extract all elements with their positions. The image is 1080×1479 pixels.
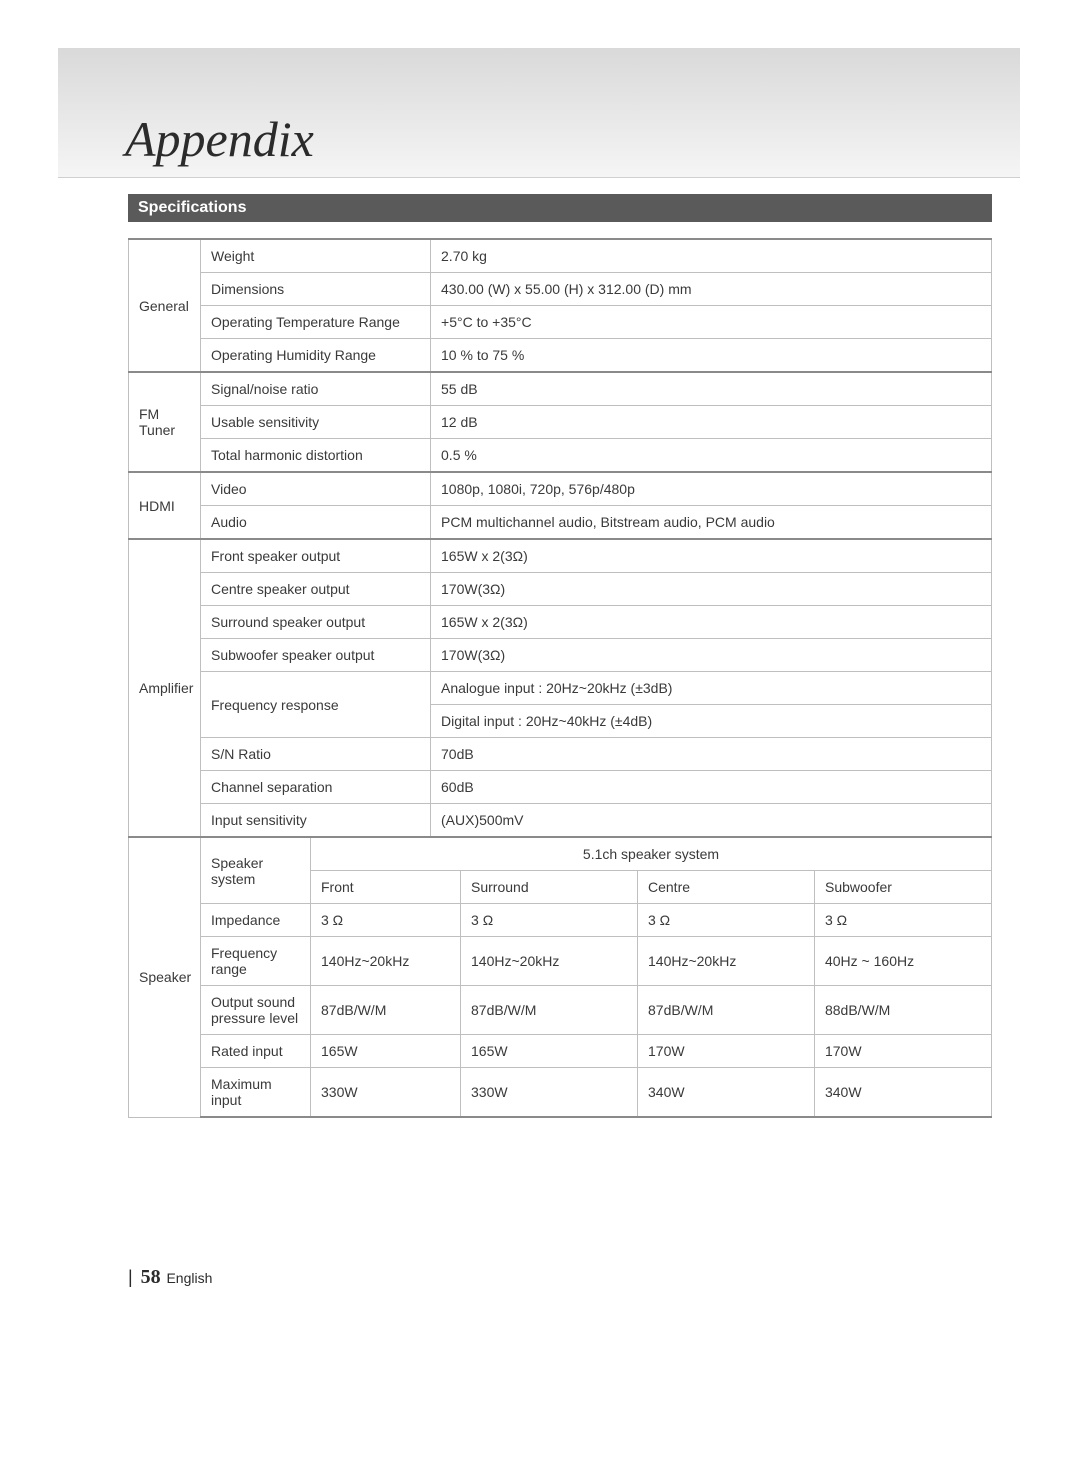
spec-table: General Weight 2.70 kg Dimensions 430.00…: [128, 238, 992, 1118]
spec-label: Rated input: [201, 1035, 311, 1068]
spec-value: 165W: [311, 1035, 461, 1068]
spec-label: Video: [201, 472, 431, 506]
spec-value: 330W: [311, 1068, 461, 1118]
spec-value: 3 Ω: [638, 904, 815, 937]
page-language: English: [166, 1270, 212, 1286]
column-header: Centre: [638, 871, 815, 904]
spec-value: Digital input : 20Hz~40kHz (±4dB): [431, 705, 992, 738]
spec-label: Surround speaker output: [201, 606, 431, 639]
spec-value: 2.70 kg: [431, 239, 992, 273]
spec-value: 170W: [814, 1035, 991, 1068]
spec-value: 340W: [638, 1068, 815, 1118]
spec-value: 0.5 %: [431, 439, 992, 473]
spec-value: 170W(3Ω): [431, 639, 992, 672]
spec-value: (AUX)500mV: [431, 804, 992, 838]
category-cell: Amplifier: [129, 539, 201, 837]
spec-value: 70dB: [431, 738, 992, 771]
spec-label: Dimensions: [201, 273, 431, 306]
page-number: 58: [141, 1266, 161, 1288]
column-header: Surround: [461, 871, 638, 904]
spec-label: Channel separation: [201, 771, 431, 804]
spec-value: 40Hz ~ 160Hz: [814, 937, 991, 986]
category-cell: General: [129, 239, 201, 372]
spec-value: PCM multichannel audio, Bitstream audio,…: [431, 506, 992, 540]
spec-label: Frequency response: [201, 672, 431, 738]
spec-label: Operating Humidity Range: [201, 339, 431, 373]
spec-value: 10 % to 75 %: [431, 339, 992, 373]
spec-value: 87dB/W/M: [638, 986, 815, 1035]
spec-value: 55 dB: [431, 372, 992, 406]
spec-value: 87dB/W/M: [461, 986, 638, 1035]
spec-label: Usable sensitivity: [201, 406, 431, 439]
spec-value: 140Hz~20kHz: [638, 937, 815, 986]
spec-value: 170W: [638, 1035, 815, 1068]
spec-value: 165W x 2(3Ω): [431, 606, 992, 639]
section-heading: Specifications: [128, 194, 992, 222]
spec-value: 340W: [814, 1068, 991, 1118]
page-footer: | 58 English: [128, 1266, 212, 1289]
spec-label: Front speaker output: [201, 539, 431, 573]
spec-value: 1080p, 1080i, 720p, 576p/480p: [431, 472, 992, 506]
category-cell: FM Tuner: [129, 372, 201, 472]
spec-value: 87dB/W/M: [311, 986, 461, 1035]
spec-label: Impedance: [201, 904, 311, 937]
spec-value: 3 Ω: [814, 904, 991, 937]
spec-value: 170W(3Ω): [431, 573, 992, 606]
category-cell: Speaker: [129, 837, 201, 1117]
spec-label: Speaker system: [201, 837, 311, 904]
spec-label: Maximum input: [201, 1068, 311, 1118]
spec-label: Total harmonic distortion: [201, 439, 431, 473]
spec-label: S/N Ratio: [201, 738, 431, 771]
spec-value: 140Hz~20kHz: [311, 937, 461, 986]
spec-value: 430.00 (W) x 55.00 (H) x 312.00 (D) mm: [431, 273, 992, 306]
spec-label: Input sensitivity: [201, 804, 431, 838]
spec-label: Subwoofer speaker output: [201, 639, 431, 672]
spec-value: 60dB: [431, 771, 992, 804]
spec-label: Operating Temperature Range: [201, 306, 431, 339]
spec-value: 165W: [461, 1035, 638, 1068]
spec-value: 5.1ch speaker system: [311, 837, 992, 871]
spec-value: 3 Ω: [311, 904, 461, 937]
spec-value: 3 Ω: [461, 904, 638, 937]
spec-label: Output sound pressure level: [201, 986, 311, 1035]
column-header: Front: [311, 871, 461, 904]
spec-value: Analogue input : 20Hz~20kHz (±3dB): [431, 672, 992, 705]
spec-value: 330W: [461, 1068, 638, 1118]
spec-label: Frequency range: [201, 937, 311, 986]
spec-label: Weight: [201, 239, 431, 273]
spec-value: 88dB/W/M: [814, 986, 991, 1035]
column-header: Subwoofer: [814, 871, 991, 904]
spec-value: 140Hz~20kHz: [461, 937, 638, 986]
spec-label: Signal/noise ratio: [201, 372, 431, 406]
footer-bar-icon: |: [128, 1267, 133, 1287]
spec-label: Audio: [201, 506, 431, 540]
spec-table-container: General Weight 2.70 kg Dimensions 430.00…: [128, 238, 992, 1118]
page-title: Appendix: [125, 110, 314, 168]
spec-value: +5°C to +35°C: [431, 306, 992, 339]
spec-value: 12 dB: [431, 406, 992, 439]
category-cell: HDMI: [129, 472, 201, 539]
spec-label: Centre speaker output: [201, 573, 431, 606]
spec-value: 165W x 2(3Ω): [431, 539, 992, 573]
